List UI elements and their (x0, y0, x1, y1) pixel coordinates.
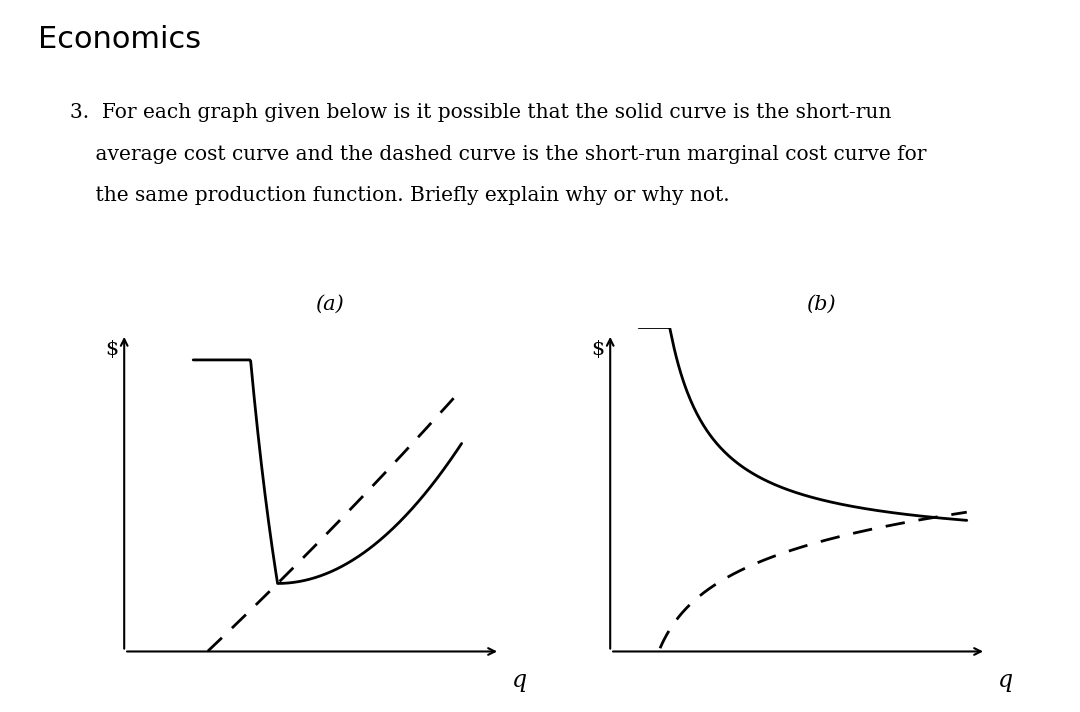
Text: $: $ (591, 340, 605, 360)
Text: $: $ (105, 340, 119, 360)
Text: 3.  For each graph given below is it possible that the solid curve is the short-: 3. For each graph given below is it poss… (70, 103, 892, 122)
Text: q: q (998, 669, 1013, 692)
Text: Economics: Economics (38, 25, 201, 54)
Text: the same production function. Briefly explain why or why not.: the same production function. Briefly ex… (70, 186, 730, 205)
Text: average cost curve and the dashed curve is the short-run marginal cost curve for: average cost curve and the dashed curve … (70, 145, 927, 164)
Text: (a): (a) (315, 295, 343, 314)
Text: q: q (512, 669, 527, 692)
Text: (b): (b) (806, 295, 836, 314)
